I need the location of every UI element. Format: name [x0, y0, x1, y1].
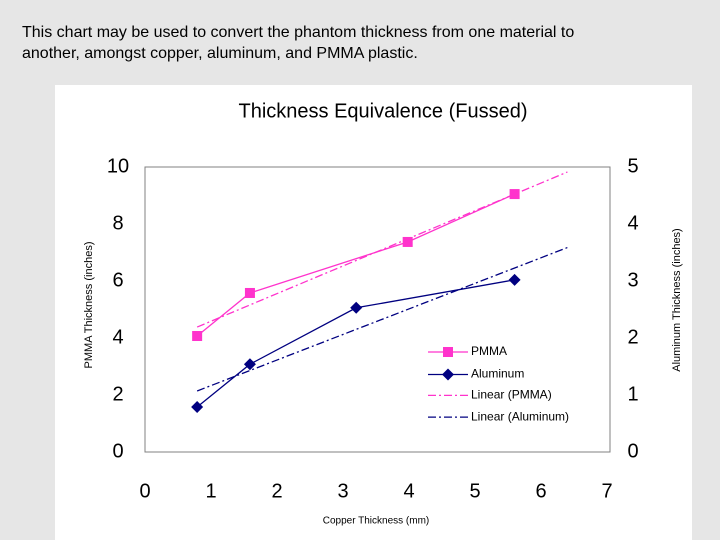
x-tick-label: 4: [403, 480, 414, 502]
legend-label: Linear (Aluminum): [471, 409, 569, 423]
y-tick-label: 6: [112, 269, 123, 291]
y-tick-label: 8: [112, 212, 123, 234]
y2-tick-label: 5: [627, 155, 638, 177]
y-tick-label: 0: [112, 440, 123, 462]
y2-axis-label: Aluminum Thickness (inches): [671, 228, 683, 371]
marker: [402, 236, 413, 247]
marker: [442, 368, 454, 381]
x-tick-label: 6: [535, 480, 546, 502]
y2-tick-label: 0: [627, 440, 638, 462]
y2-tick-label: 2: [627, 326, 638, 348]
y-tick-label: 4: [112, 326, 123, 348]
legend-label: Aluminum: [471, 367, 524, 381]
trendline: [196, 246, 568, 392]
marker: [443, 347, 453, 357]
series-line: [196, 193, 515, 337]
marker: [243, 358, 256, 371]
x-tick-label: 7: [601, 480, 612, 502]
caption: another, amongst copper, aluminum, and P…: [22, 45, 418, 62]
y2-tick-label: 1: [627, 383, 638, 405]
x-tick-label: 5: [469, 480, 480, 502]
x-axis-label: Copper Thickness (mm): [323, 516, 430, 527]
trendline: [196, 171, 568, 328]
marker: [350, 301, 363, 314]
chart-title: Thickness Equivalence (Fussed): [238, 100, 527, 122]
marker: [508, 273, 521, 286]
marker: [191, 400, 204, 413]
y2-tick-label: 4: [627, 212, 638, 234]
plot-area: [144, 166, 611, 453]
legend-label: Linear (PMMA): [471, 388, 552, 402]
y-axis-label: PMMA Thickness (inches): [83, 242, 95, 369]
x-tick-label: 3: [337, 480, 348, 502]
y2-tick-label: 3: [627, 269, 638, 291]
series-line: [196, 279, 515, 408]
marker: [244, 287, 255, 298]
y-tick-label: 10: [107, 155, 129, 177]
x-tick-label: 1: [205, 480, 216, 502]
marker: [192, 331, 203, 342]
x-tick-label: 0: [139, 480, 150, 502]
y-tick-label: 2: [112, 383, 123, 405]
x-tick-label: 2: [271, 480, 282, 502]
caption: This chart may be used to convert the ph…: [22, 24, 575, 41]
legend-label: PMMA: [471, 344, 507, 358]
marker: [509, 189, 520, 200]
